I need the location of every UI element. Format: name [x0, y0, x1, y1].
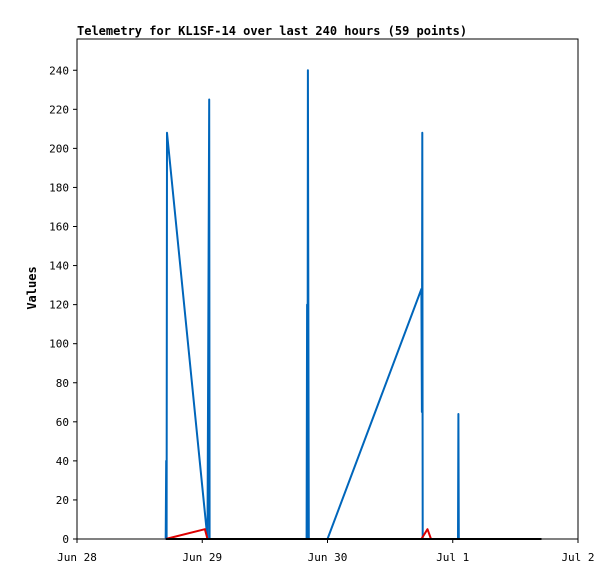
x-tick-label: Jul 1 [436, 551, 469, 564]
y-tick-label: 40 [56, 455, 69, 468]
y-tick-label: 120 [49, 299, 69, 312]
x-tick-label: Jul 2 [561, 551, 594, 564]
y-tick-label: 20 [56, 494, 69, 507]
y-tick-label: 160 [49, 221, 69, 234]
y-axis: 0 20 40 60 80 100 120 140 160 180 200 220 240 [49, 64, 77, 546]
y-tick-label: 140 [49, 260, 69, 273]
y-tick-label: 180 [49, 181, 69, 194]
chart-title: Telemetry for KL1SF-14 over last 240 hou… [77, 24, 467, 38]
y-tick-label: 60 [56, 416, 69, 429]
series-layer [164, 69, 542, 540]
y-tick-label: 220 [49, 103, 69, 116]
y-tick-label: 240 [49, 64, 69, 77]
plot-frame [76, 38, 579, 540]
x-axis: Jun 28 Jun 29 Jun 30 Jul 1 Jul 2 [57, 539, 595, 564]
y-tick-label: 0 [62, 533, 69, 546]
y-tick-label: 100 [49, 338, 69, 351]
x-tick-label: Jun 29 [182, 551, 222, 564]
x-tick-label: Jun 28 [57, 551, 97, 564]
y-tick-label: 200 [49, 142, 69, 155]
y-tick-label: 80 [56, 377, 69, 390]
x-tick-label: Jun 30 [308, 551, 348, 564]
y-axis-label: Values [25, 266, 39, 309]
